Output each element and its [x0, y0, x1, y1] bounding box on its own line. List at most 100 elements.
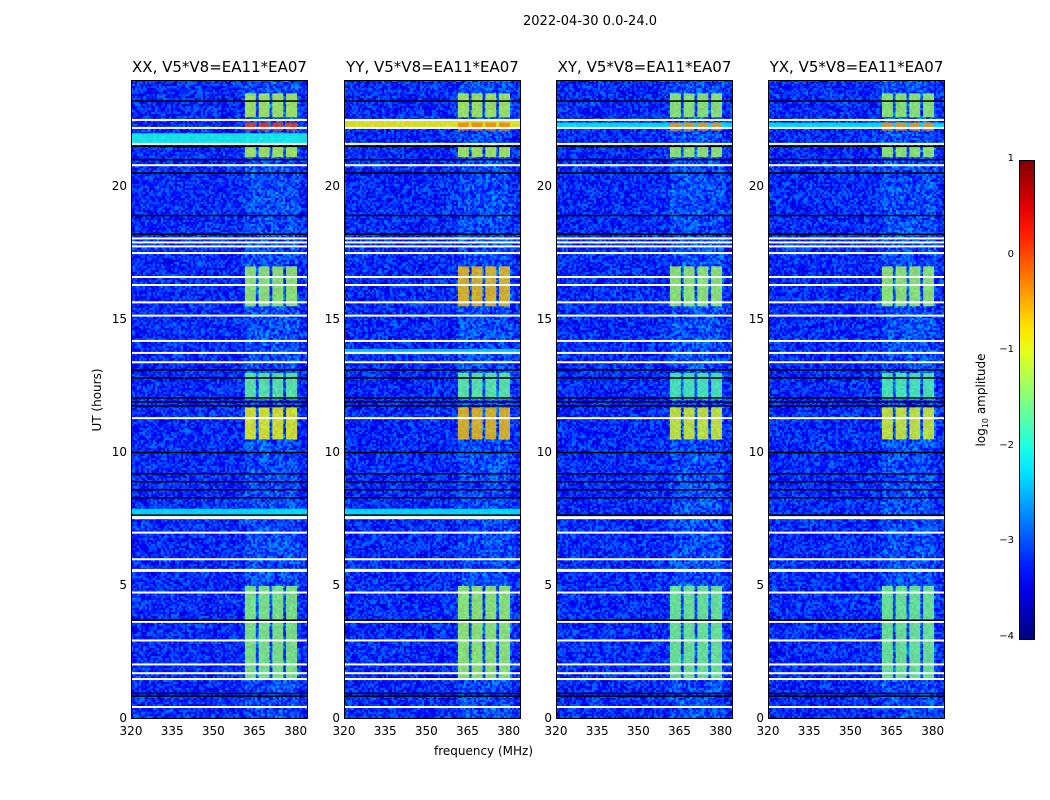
flagged-row-black	[768, 695, 945, 697]
flagged-row-white	[768, 620, 945, 623]
flagged-row-black	[768, 692, 945, 695]
flagged-row-black	[131, 214, 308, 217]
rfi-subband-block	[457, 93, 469, 118]
flagged-row-black	[131, 100, 308, 102]
flagged-row-white	[768, 276, 945, 279]
rfi-subband-block	[499, 122, 511, 131]
rfi-subband-block	[881, 585, 893, 680]
flagged-row-white	[131, 516, 308, 520]
flagged-row-black	[556, 145, 733, 148]
flagged-row-white	[556, 516, 733, 520]
colorbar-tick-label: 1	[1007, 153, 1014, 164]
flagged-row-white	[344, 568, 521, 572]
y-tick-label: 20	[748, 178, 764, 193]
rfi-subband-block	[669, 93, 681, 118]
rfi-subband-block	[669, 122, 681, 131]
x-tick-label: 380	[709, 724, 733, 738]
rfi-subband-block	[272, 585, 284, 680]
rfi-subband-block	[923, 146, 935, 158]
rfi-subband-block	[485, 266, 497, 307]
flagged-row-white	[768, 339, 945, 342]
flagged-row-white	[556, 531, 733, 534]
rfi-subband-block	[286, 372, 298, 400]
y-tick-label: 15	[536, 311, 552, 326]
y-tick-label: 10	[536, 444, 552, 459]
rfi-subband-block	[272, 93, 284, 118]
rfi-subband-block	[457, 585, 469, 680]
waterfall-panel-yx: YX, V5*V8=EA11*EA07 320 335 350 365 380 0 5 10 15…	[749, 58, 945, 738]
flagged-row-black	[768, 158, 945, 161]
flagged-row-white	[556, 361, 733, 364]
flagged-row-white	[556, 417, 733, 420]
rfi-subband-block	[471, 407, 483, 440]
flagged-row-black	[556, 481, 733, 483]
rfi-subband-block	[669, 266, 681, 307]
flagged-row-black	[344, 377, 521, 379]
flagged-row-white	[131, 351, 308, 354]
flagged-row-black	[131, 619, 308, 621]
rfi-subband-block	[244, 585, 256, 680]
flagged-row-white	[344, 245, 521, 248]
flagged-row-black	[344, 473, 521, 475]
flagged-row-white	[344, 558, 521, 561]
rfi-subband-block	[471, 122, 483, 131]
rfi-subband-block	[457, 146, 469, 158]
x-tick-label: 365	[880, 724, 903, 738]
rfi-subband-block	[895, 372, 907, 400]
rfi-subband-block	[909, 585, 921, 680]
flagged-row-white	[556, 314, 733, 317]
x-tick-label: 380	[497, 724, 521, 738]
flagged-row-black	[344, 233, 521, 235]
flagged-row-white	[131, 663, 308, 666]
flagged-row-white	[768, 284, 945, 287]
rfi-subband-block	[286, 266, 298, 307]
flagged-row-black	[344, 369, 521, 371]
flagged-row-black	[131, 397, 308, 399]
rfi-subband-block	[669, 146, 681, 158]
flagged-row-white	[556, 620, 733, 623]
flagged-row-white	[131, 706, 308, 709]
colorbar-tick-label: 0	[1007, 248, 1014, 260]
flagged-row-white	[131, 531, 308, 534]
waterfall-panel-xy: XY, V5*V8=EA11*EA07 320 335 350 365 380 0 5 10 15…	[537, 58, 733, 738]
rfi-subband-block	[697, 266, 709, 307]
flagged-row-black	[131, 489, 308, 491]
flagged-row-white	[344, 301, 521, 304]
rfi-subband-block	[244, 266, 256, 307]
flagged-row-black	[768, 377, 945, 379]
axes-frame	[344, 80, 521, 719]
y-tick-label: 5	[119, 577, 127, 592]
rfi-subband-block	[499, 266, 511, 307]
flagged-row-white	[344, 706, 521, 709]
waterfall-panel-xx: XX, V5*V8=EA11*EA07 320 335 350 365 380 0 5 10 15…	[112, 58, 308, 738]
flagged-row-black	[768, 233, 945, 235]
flagged-row-black	[768, 489, 945, 491]
y-tick-label: 5	[756, 577, 764, 592]
rfi-subband-block	[485, 146, 497, 158]
flagged-row-white	[556, 164, 733, 167]
x-axis-label: frequency (MHz)	[433, 744, 534, 758]
y-axis-label: UT (hours)	[90, 368, 104, 432]
x-tick-label: 380	[284, 724, 308, 738]
x-tick-label: 365	[456, 724, 479, 738]
x-tick-label: 335	[585, 724, 609, 738]
x-tick-label: 320	[332, 724, 356, 738]
x-tick-label: 350	[838, 724, 862, 738]
y-tick-label: 20	[536, 178, 552, 193]
flagged-row-black	[556, 514, 733, 516]
rfi-subband-block	[683, 122, 695, 131]
rfi-subband-block	[457, 266, 469, 307]
rfi-subband-block	[923, 585, 935, 680]
rfi-subband-block	[923, 266, 935, 307]
flagged-row-black	[344, 397, 521, 399]
flagged-row-black	[556, 692, 733, 695]
flagged-row-black	[768, 145, 945, 148]
y-tick-label: 0	[544, 711, 552, 725]
rfi-subband-block	[499, 146, 511, 158]
x-tick-label: 350	[201, 724, 225, 738]
rfi-subband-block	[711, 122, 723, 131]
panel-title: XX, V5*V8=EA11*EA07	[132, 58, 307, 76]
flagged-row-black	[768, 172, 945, 174]
flagged-row-black	[344, 489, 521, 491]
flagged-row-black	[768, 514, 945, 516]
